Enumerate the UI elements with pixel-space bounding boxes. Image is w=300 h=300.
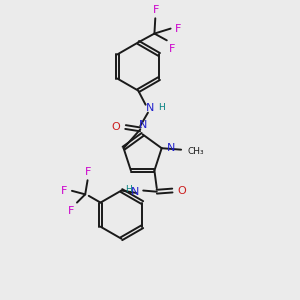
Text: F: F bbox=[68, 206, 74, 216]
Text: H: H bbox=[126, 185, 132, 194]
Text: H: H bbox=[158, 103, 165, 112]
Text: N: N bbox=[146, 103, 154, 113]
Text: N: N bbox=[139, 120, 147, 130]
Text: N: N bbox=[167, 142, 176, 153]
Text: F: F bbox=[61, 186, 68, 197]
Text: F: F bbox=[153, 5, 159, 15]
Text: F: F bbox=[169, 44, 176, 54]
Text: F: F bbox=[175, 24, 181, 34]
Text: O: O bbox=[111, 122, 120, 132]
Text: F: F bbox=[84, 167, 91, 177]
Text: CH₃: CH₃ bbox=[188, 147, 204, 156]
Text: O: O bbox=[177, 185, 186, 196]
Text: N: N bbox=[131, 187, 139, 197]
